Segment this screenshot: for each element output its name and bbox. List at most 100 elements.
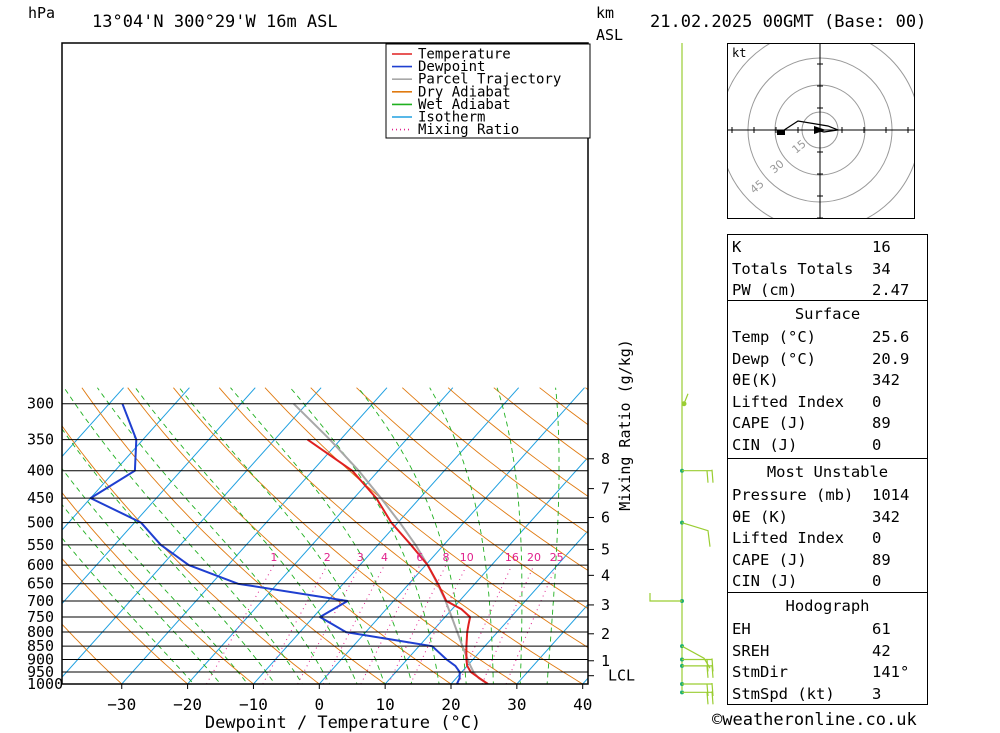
mixing-ratio-label: 16: [505, 551, 519, 564]
table-row: θE(K) 342: [728, 370, 927, 391]
km-tick-label: 2: [601, 625, 610, 643]
dry-adiabat-line: [173, 387, 518, 684]
row-label: Temp (°C): [732, 328, 816, 346]
x-tick-label: 40: [573, 695, 592, 714]
hodograph-ring-label: 45: [748, 177, 767, 196]
hodograph-unit: kt: [732, 46, 747, 60]
row-value: 1014: [872, 486, 910, 504]
row-value: 89: [872, 550, 891, 569]
surface-table: Surface Temp (°C) 25.6 Dewp (°C) 20.9 θE(K) 34…: [727, 300, 928, 460]
wind-barb: [681, 645, 711, 669]
legend-entry: Isotherm: [418, 110, 485, 126]
table-row: CAPE (J) 89: [728, 413, 927, 434]
isotherm-line: [62, 387, 190, 531]
row-label: EH: [732, 620, 751, 638]
pressure-tick-label: 850: [27, 637, 54, 655]
mixing-ratio-label: 2: [324, 551, 331, 564]
km-tick-label: 1: [601, 652, 610, 670]
hodograph-ring-label: 30: [768, 157, 787, 176]
wet-adiabat-line: [62, 467, 249, 684]
wet-adiabat-line: [62, 503, 222, 684]
pressure-tick-label: 550: [27, 536, 54, 554]
dry-adiabat-line: [310, 387, 588, 610]
wet-adiabat-line: [62, 428, 276, 684]
wet-adiabat-line: [289, 387, 440, 684]
dry-adiabat-line: [356, 387, 588, 572]
dry-adiabat-line: [218, 387, 584, 684]
dry-adiabat-line: [62, 623, 123, 684]
pressure-tick-label: 800: [27, 623, 54, 641]
km-tick-label: 8: [601, 450, 610, 468]
pressure-tick-label: 600: [27, 556, 54, 574]
isotherm-line: [62, 387, 256, 605]
mixing-ratio-line: [262, 564, 328, 684]
table-row: Lifted Index 0: [728, 392, 927, 413]
table-row: SREH 42: [728, 641, 927, 662]
row-label: Lifted Index: [732, 529, 844, 548]
table-row: EH 61: [728, 619, 927, 640]
hodograph-trace: [777, 120, 841, 135]
isotherm-line: [252, 387, 520, 684]
row-value: 0: [872, 436, 882, 454]
row-value: 89: [872, 414, 891, 433]
most-unstable-table: Most Unstable Pressure (mb) 1014 θE (K) 342 L…: [727, 458, 928, 594]
pressure-tick-label: 750: [27, 608, 54, 626]
table-row: CIN (J) 0: [728, 571, 927, 592]
legend-entry: Temperature: [418, 47, 511, 63]
row-label: StmSpd (kt): [732, 684, 835, 703]
table-row: Dewp (°C) 20.9: [728, 349, 927, 370]
table-row: Pressure (mb) 1014: [728, 485, 927, 506]
asl-unit-label: ASL: [596, 26, 624, 44]
pressure-tick-label: 400: [27, 462, 54, 480]
row-value: 342: [872, 371, 900, 390]
row-value: 342: [872, 507, 900, 526]
mixing-ratio-axis-label: Mixing Ratio (g/kg): [616, 339, 634, 511]
datetime-title: 21.02.2025 00GMT (Base: 00): [650, 12, 927, 32]
wet-adiabat-line: [357, 387, 467, 684]
mixing-ratio-label: 6: [416, 551, 423, 564]
table-row: θE (K) 342: [728, 507, 927, 528]
dry-adiabat-line: [401, 387, 588, 534]
legend-entry: Dewpoint: [418, 59, 485, 75]
row-value: 0: [872, 529, 882, 548]
wet-adiabat-line: [429, 387, 494, 684]
isotherm-line: [62, 387, 124, 458]
row-label: SREH: [732, 641, 770, 660]
row-label: StmDir: [732, 663, 788, 682]
wind-barb: [682, 682, 714, 697]
isotherm-line: [121, 387, 388, 684]
wet-adiabat-line: [135, 387, 358, 684]
dry-adiabat-line: [62, 425, 321, 684]
km-unit-label: km: [596, 4, 615, 22]
table-row: PW (cm) 2.47: [728, 280, 927, 301]
isotherm-line: [318, 387, 585, 684]
wind-barb: [649, 592, 682, 602]
table-row: CAPE (J) 89: [728, 550, 927, 571]
pressure-tick-label: 1000: [27, 675, 63, 693]
series-dewpoint-line: [89, 403, 461, 684]
copyright-footer: ©weatheronline.co.uk: [712, 710, 917, 730]
mixing-ratio-label: 3: [357, 551, 364, 564]
row-value: 3: [872, 684, 882, 703]
row-value: 25.6: [872, 328, 910, 346]
wind-barb: [682, 664, 714, 678]
hodograph-panel: 15 30 45 kt: [719, 29, 921, 231]
pressure-tick-label: 500: [27, 514, 54, 532]
location-title: 13°04'N 300°29'W 16m ASL: [92, 12, 338, 32]
wet-adiabat-line: [178, 387, 385, 684]
hodograph-ring-label: 15: [790, 137, 809, 156]
mixing-ratio-label: 20: [527, 551, 541, 564]
dry-adiabat-line: [62, 491, 255, 684]
pressure-tick-label: 950: [27, 663, 54, 681]
table-title: Most Unstable: [766, 463, 889, 481]
x-axis-label: Dewpoint / Temperature (°C): [205, 713, 481, 733]
wind-barb: [683, 393, 689, 404]
row-label: CAPE (J): [732, 550, 807, 569]
km-tick-label: 3: [601, 596, 610, 614]
wind-barb: [682, 469, 714, 483]
x-tick-label: −30: [107, 695, 136, 714]
km-tick-label: 5: [601, 540, 610, 558]
row-value: 16: [872, 238, 891, 256]
row-label: K: [732, 238, 742, 256]
